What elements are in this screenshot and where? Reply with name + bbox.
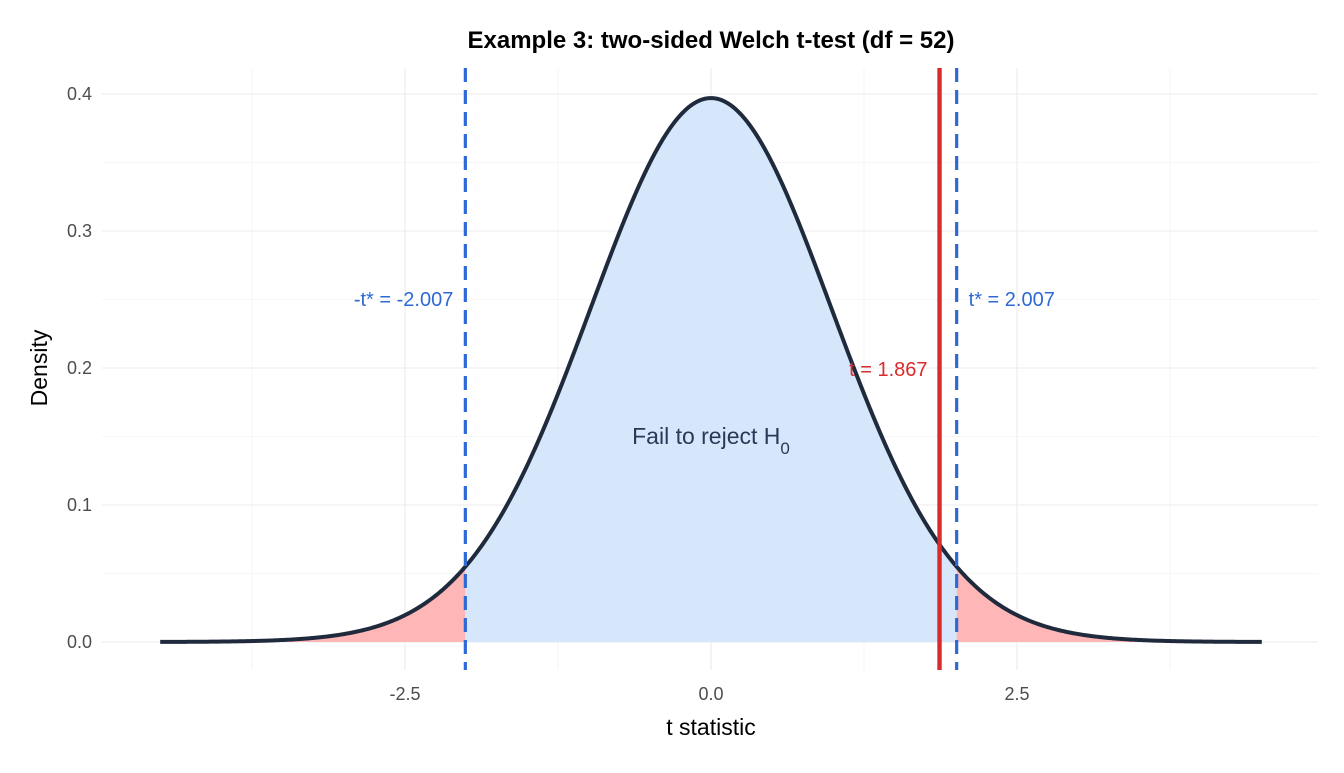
axes: -2.5 0.0 2.5 0.0 0.1 0.2 0.3 0.4: [67, 84, 1030, 704]
y-tick-label: 0.3: [67, 221, 92, 241]
x-tick-label: 2.5: [1004, 684, 1029, 704]
y-tick-label: 0.4: [67, 84, 92, 104]
density-fills: [160, 98, 1262, 642]
lower-critical-label: -t* = -2.007: [354, 289, 454, 311]
x-axis-title: t statistic: [666, 714, 755, 740]
upper-rejection-region: [956, 566, 1262, 642]
y-tick-label: 0.1: [67, 495, 92, 515]
density-curve: [160, 96, 1262, 644]
lower-rejection-region: [160, 566, 466, 642]
region-label-subscript: 0: [780, 439, 789, 458]
density-curve-layer: [160, 96, 1262, 644]
upper-critical-label: t* = 2.007: [969, 289, 1055, 311]
reference-lines: [463, 68, 959, 670]
y-tick-label: 0.0: [67, 632, 92, 652]
region-label: Fail to reject H0: [632, 423, 790, 458]
chart-title: Example 3: two-sided Welch t-test (df = …: [468, 27, 955, 54]
region-label-text: Fail to reject H: [632, 423, 780, 449]
y-tick-label: 0.2: [67, 358, 92, 378]
acceptance-region: [465, 98, 957, 642]
x-tick-label: -2.5: [389, 684, 420, 704]
y-axis-title: Density: [26, 329, 52, 406]
observed-t-label: t = 1.867: [849, 359, 927, 381]
x-tick-label: 0.0: [698, 684, 723, 704]
